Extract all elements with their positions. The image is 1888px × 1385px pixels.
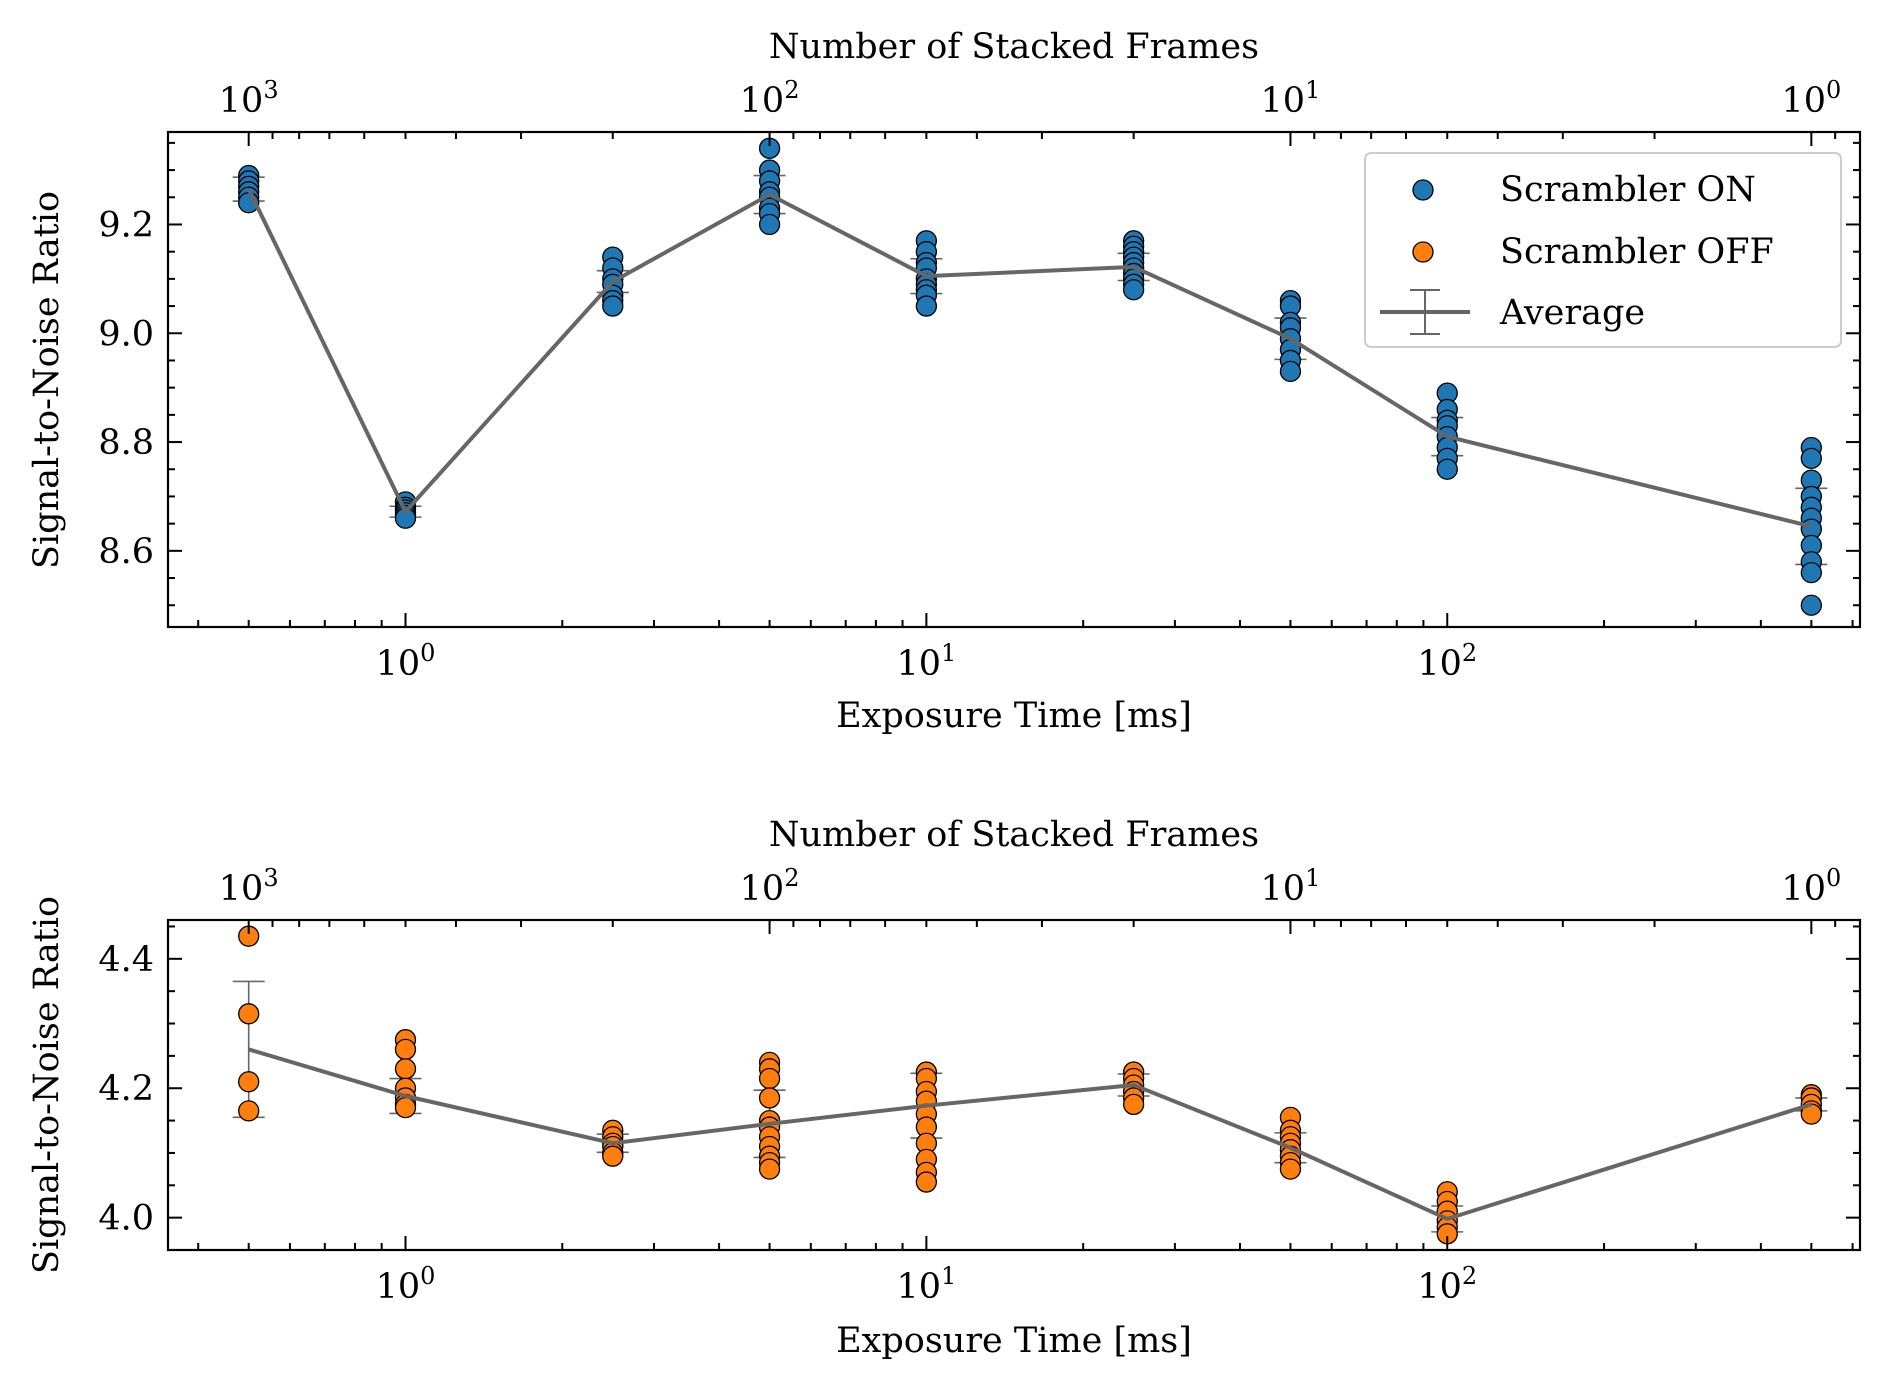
ticks-layer-top: 100 101 102 103 102 101 100 8.6 8.8 9.0 9.2: [98, 76, 1860, 684]
data-point: [758, 1158, 781, 1180]
average-line: [248, 1047, 1812, 1221]
x-tick-label: 102: [1417, 1262, 1477, 1307]
y-tick-label: 4.0: [98, 1199, 154, 1239]
x-tick-label: 101: [896, 639, 956, 684]
data-point: [1123, 1093, 1145, 1116]
legend-label-scrambler-off: Scrambler OFF: [1500, 232, 1774, 272]
y-tick-label: 9.0: [98, 314, 154, 354]
y-axis-label-bottom: Signal-to-Noise Ratio: [27, 896, 67, 1274]
x-tick-label: 101: [896, 1262, 956, 1307]
legend-label-scrambler-on: Scrambler ON: [1500, 170, 1756, 210]
data-point: [1279, 360, 1302, 382]
x-tick-label: 102: [1417, 639, 1477, 684]
data-point: [1436, 458, 1458, 480]
data-point: [1123, 279, 1145, 301]
data-point: [238, 1003, 260, 1025]
data-point: [1800, 447, 1822, 470]
data-point: [602, 295, 624, 317]
data-point: [915, 295, 938, 317]
plot-frame-bottom: [166, 918, 1862, 1252]
data-point: [1800, 594, 1822, 616]
data-point: [758, 1087, 781, 1109]
y-tick-label: 4.4: [98, 940, 154, 980]
top-tick-label: 101: [1261, 76, 1321, 121]
y-tick-label: 8.8: [98, 423, 154, 463]
ticks-layer-bottom: 100 101 102 103 102 101 100 4.0 4.2 4.4: [98, 864, 1860, 1307]
plot-frame-top: [166, 130, 1862, 629]
x-tick-label: 100: [376, 639, 436, 684]
top-tick-label: 100: [1781, 76, 1841, 121]
x-axis-label-top: Exposure Time [ms]: [836, 696, 1192, 736]
top-axis-label-bottom: Number of Stacked Frames: [769, 815, 1259, 855]
y-tick-label: 4.2: [98, 1069, 154, 1109]
data-point: [758, 213, 781, 236]
top-tick-label: 102: [740, 864, 800, 909]
panel-bottom: 100 101 102 103 102 101 100 4.0 4.2 4.4 Exposure …: [27, 815, 1862, 1361]
y-tick-label: 9.2: [98, 205, 154, 245]
legend-box: [1364, 152, 1842, 348]
data-point: [394, 1058, 417, 1080]
series-layer-top: [232, 137, 1828, 616]
data-point: [1800, 561, 1822, 584]
data-point: [238, 1100, 260, 1122]
top-tick-label: 100: [1781, 864, 1841, 909]
legend-marker-scrambler-off: [1412, 241, 1434, 263]
top-tick-label: 102: [740, 76, 800, 121]
top-tick-label: 103: [219, 864, 279, 909]
data-point: [238, 1071, 260, 1093]
legend: Scrambler ON Scrambler OFF Average: [1364, 152, 1842, 348]
average-line: [246, 188, 1812, 529]
data-point: [1800, 1103, 1822, 1125]
x-tick-label: 100: [376, 1262, 436, 1307]
data-point: [1279, 1158, 1302, 1180]
x-axis-label-bottom: Exposure Time [ms]: [836, 1321, 1192, 1361]
top-tick-label: 103: [219, 76, 279, 121]
data-point: [758, 1067, 781, 1090]
y-tick-label: 8.6: [98, 532, 154, 572]
top-axis-label-top: Number of Stacked Frames: [769, 27, 1259, 67]
top-tick-label: 101: [1261, 864, 1321, 909]
panel-top: 100 101 102 103 102 101 100 8.6 8.8 9.0 9.2 Exposu…: [27, 27, 1862, 736]
legend-label-average: Average: [1499, 293, 1645, 333]
series-layer-bottom: [232, 925, 1828, 1245]
data-point: [915, 1171, 938, 1193]
data-point: [394, 1038, 417, 1061]
data-point: [602, 1145, 624, 1167]
y-axis-label-top: Signal-to-Noise Ratio: [27, 191, 67, 569]
data-point: [394, 1096, 417, 1119]
legend-marker-scrambler-on: [1412, 179, 1434, 201]
